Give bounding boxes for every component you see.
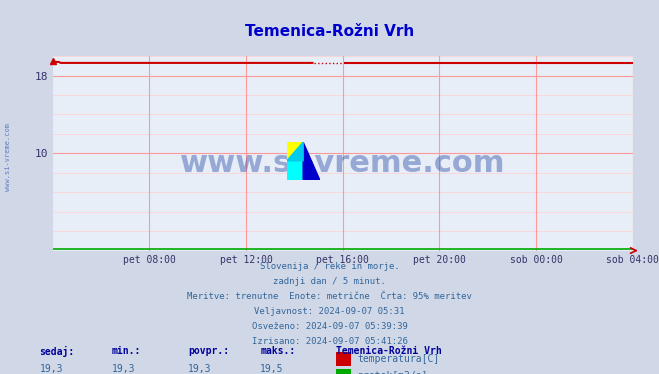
Text: www.si-vreme.com: www.si-vreme.com	[180, 148, 505, 178]
Text: Osveženo: 2024-09-07 05:39:39: Osveženo: 2024-09-07 05:39:39	[252, 322, 407, 331]
Text: Veljavnost: 2024-09-07 05:31: Veljavnost: 2024-09-07 05:31	[254, 307, 405, 316]
Polygon shape	[287, 142, 303, 161]
Bar	[336, 369, 351, 374]
Polygon shape	[303, 142, 320, 180]
Text: Temenica-Rožni Vrh: Temenica-Rožni Vrh	[336, 346, 442, 356]
Text: Temenica-Rožni Vrh: Temenica-Rožni Vrh	[245, 24, 414, 39]
Text: zadnji dan / 5 minut.: zadnji dan / 5 minut.	[273, 277, 386, 286]
Text: 19,3: 19,3	[112, 364, 136, 374]
Text: sedaj:: sedaj:	[40, 346, 74, 357]
Text: maks.:: maks.:	[260, 346, 295, 356]
Text: Meritve: trenutne  Enote: metrične  Črta: 95% meritev: Meritve: trenutne Enote: metrične Črta: …	[187, 292, 472, 301]
Text: temperatura[C]: temperatura[C]	[357, 354, 440, 364]
Text: 19,3: 19,3	[188, 364, 212, 374]
Polygon shape	[287, 161, 303, 180]
Polygon shape	[287, 142, 303, 161]
Bar	[336, 352, 351, 366]
Text: Slovenija / reke in morje.: Slovenija / reke in morje.	[260, 262, 399, 271]
Text: 19,3: 19,3	[40, 364, 63, 374]
Text: www.si-vreme.com: www.si-vreme.com	[5, 123, 11, 191]
Text: min.:: min.:	[112, 346, 142, 356]
Text: pretok[m3/s]: pretok[m3/s]	[357, 371, 428, 374]
Text: 19,5: 19,5	[260, 364, 284, 374]
Text: Izrisano: 2024-09-07 05:41:26: Izrisano: 2024-09-07 05:41:26	[252, 337, 407, 346]
Text: povpr.:: povpr.:	[188, 346, 229, 356]
